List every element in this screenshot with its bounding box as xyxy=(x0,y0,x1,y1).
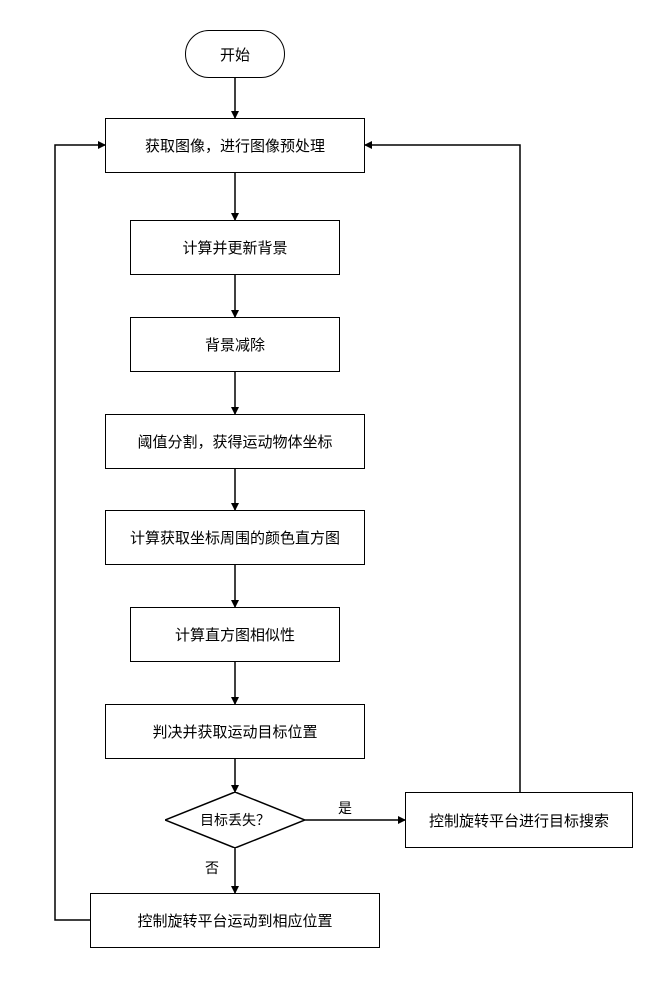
node-threshold: 阈值分割，获得运动物体坐标 xyxy=(105,414,365,469)
node-search: 控制旋转平台进行目标搜索 xyxy=(405,792,633,848)
node-judge: 判决并获取运动目标位置 xyxy=(105,704,365,759)
node-bg-sub: 背景减除 xyxy=(130,317,340,372)
node-acquire-label: 获取图像，进行图像预处理 xyxy=(145,135,325,156)
edge-label-no: 否 xyxy=(205,858,219,878)
node-start-label: 开始 xyxy=(220,44,250,65)
node-judge-label: 判决并获取运动目标位置 xyxy=(152,721,317,742)
node-acquire: 获取图像，进行图像预处理 xyxy=(105,118,365,173)
edge-label-yes: 是 xyxy=(338,798,352,818)
flowchart-canvas: 开始 获取图像，进行图像预处理 计算并更新背景 背景减除 阈值分割，获得运动物体… xyxy=(0,0,649,1000)
node-similarity: 计算直方图相似性 xyxy=(130,607,340,662)
node-lost: 目标丢失？ xyxy=(165,792,305,848)
node-search-label: 控制旋转平台进行目标搜索 xyxy=(429,810,609,831)
node-update-bg-label: 计算并更新背景 xyxy=(182,237,287,258)
node-threshold-label: 阈值分割，获得运动物体坐标 xyxy=(137,431,332,452)
node-move-label: 控制旋转平台运动到相应位置 xyxy=(137,910,332,931)
node-start: 开始 xyxy=(185,30,285,78)
node-lost-label: 目标丢失？ xyxy=(200,810,270,830)
node-bg-sub-label: 背景减除 xyxy=(205,334,265,355)
node-similarity-label: 计算直方图相似性 xyxy=(175,624,295,645)
node-hist: 计算获取坐标周围的颜色直方图 xyxy=(105,510,365,565)
node-hist-label: 计算获取坐标周围的颜色直方图 xyxy=(130,527,340,548)
node-update-bg: 计算并更新背景 xyxy=(130,220,340,275)
node-move: 控制旋转平台运动到相应位置 xyxy=(90,893,380,948)
